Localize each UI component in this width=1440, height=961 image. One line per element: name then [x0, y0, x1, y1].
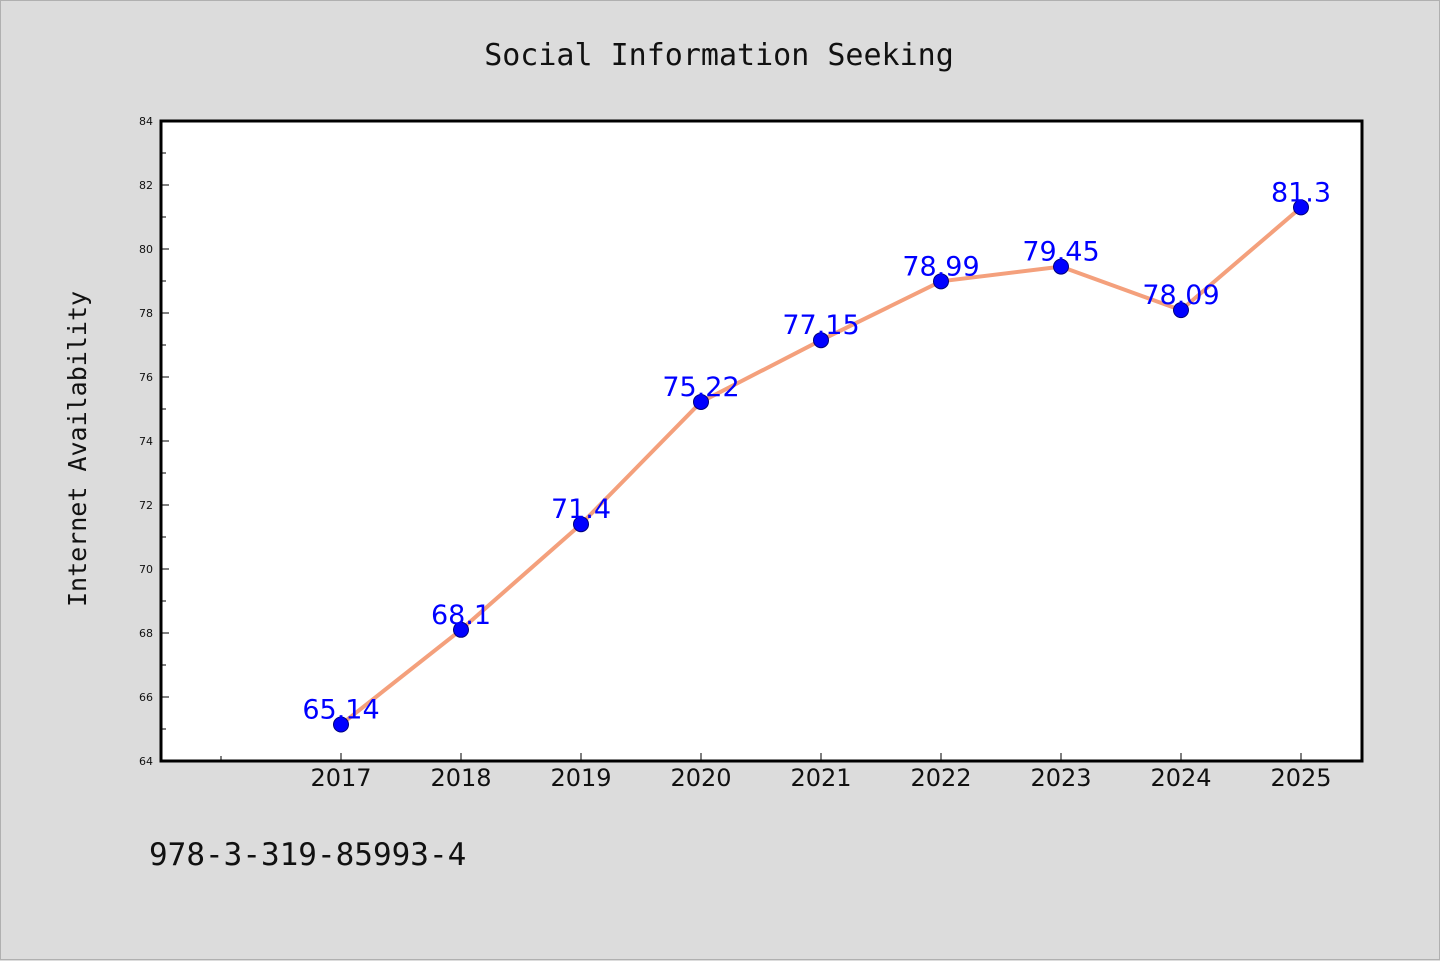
data-point — [573, 516, 589, 533]
x-tick-label: 2019 — [550, 764, 611, 792]
x-tick-label: 2025 — [1270, 764, 1331, 792]
data-point — [1293, 199, 1309, 216]
data-label: 81.3 — [1271, 177, 1331, 208]
x-tick-label: 2024 — [1150, 764, 1211, 792]
y-tick-label: 84 — [139, 115, 153, 128]
data-label: 78.99 — [902, 251, 979, 282]
axis-ticks: 64 66 68 70 72 74 76 78 80 82 84 2017 2018 2019 2020 20… — [139, 115, 1332, 792]
data-point — [453, 621, 469, 638]
y-tick-label: 68 — [139, 627, 153, 640]
chart-title: Social Information Seeking — [484, 38, 954, 73]
x-tick-label: 2020 — [670, 764, 731, 792]
y-tick-label: 82 — [139, 179, 153, 192]
data-label: 68.1 — [431, 600, 491, 631]
data-label: 71.4 — [551, 494, 611, 525]
y-tick-label: 74 — [139, 435, 153, 448]
footnote-isbn: 978-3-319-85993-4 — [149, 837, 466, 873]
y-tick-label: 80 — [139, 243, 153, 256]
y-tick-label: 78 — [139, 307, 153, 320]
y-tick-label: 70 — [139, 563, 153, 576]
x-tick-label: 2018 — [430, 764, 491, 792]
y-tick-label: 76 — [139, 371, 153, 384]
y-tick-label: 66 — [139, 691, 153, 704]
x-tick-label: 2017 — [310, 764, 371, 792]
data-point — [1053, 258, 1069, 275]
data-point — [933, 273, 949, 290]
data-label: 79.45 — [1022, 237, 1099, 268]
y-tick-label: 64 — [139, 755, 153, 768]
data-point — [813, 332, 829, 349]
x-tick-label: 2021 — [790, 764, 851, 792]
plot-area — [161, 121, 1362, 761]
data-label: 75.22 — [662, 372, 739, 403]
x-tick-label: 2022 — [910, 764, 971, 792]
data-label: 65.14 — [302, 695, 379, 726]
data-label: 78.09 — [1142, 280, 1219, 311]
plot-frame — [159, 119, 1364, 763]
data-label: 77.15 — [782, 310, 859, 341]
y-axis-label: Internet Availability — [63, 291, 92, 607]
data-point — [1173, 302, 1189, 319]
y-tick-label: 72 — [139, 499, 153, 512]
x-tick-label: 2023 — [1030, 764, 1091, 792]
series-layer: 65.14 68.1 71.4 75.22 77.15 78.99 79.45 78.09 81… — [302, 177, 1331, 733]
data-point — [333, 716, 349, 733]
data-point — [693, 393, 709, 410]
